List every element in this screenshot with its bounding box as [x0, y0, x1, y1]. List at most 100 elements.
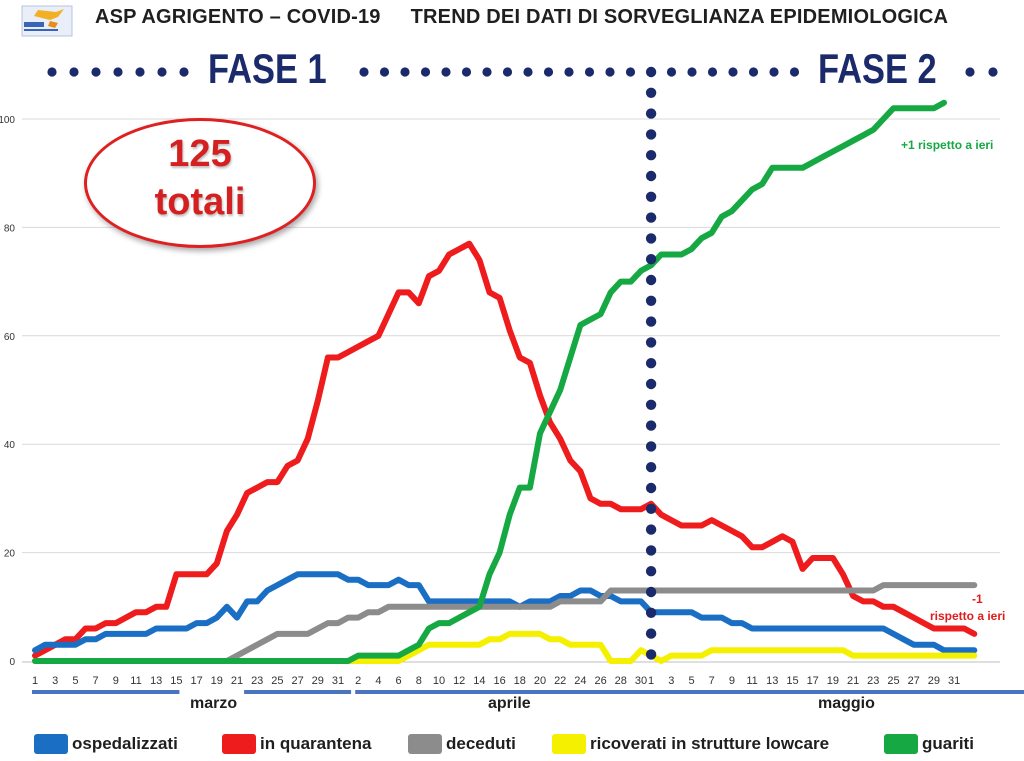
phase-dot: [179, 67, 189, 77]
x-tick-label: 6: [396, 675, 402, 687]
x-tick-label: 19: [211, 675, 223, 687]
phase-dot: [965, 67, 975, 77]
x-tick-label: 24: [574, 675, 586, 687]
totals-number: 125: [168, 133, 232, 175]
legend-label: guariti: [922, 734, 974, 753]
page-title: ASP AGRIGENTO – COVID-19 TREND DEI DATI D…: [95, 6, 1015, 29]
series-line-ospedalizzati: [32, 571, 978, 654]
phase-dot: [666, 67, 677, 77]
legend-label: in quarantena: [260, 734, 372, 753]
x-tick-label: 22: [554, 675, 566, 687]
asp-agrigento-logo: [21, 5, 73, 37]
series-line-in-quarantena: [32, 240, 978, 659]
phase-dot: [523, 67, 533, 77]
phase-divider-dot: [645, 649, 657, 660]
phase-divider-dot: [645, 66, 657, 78]
phase-divider-dot: [645, 607, 657, 618]
phase-divider-dot: [645, 316, 657, 327]
phase-dot: [47, 67, 57, 77]
x-tick-label: 10: [433, 675, 445, 687]
phase-dot: [441, 67, 451, 77]
phase-dot: [625, 67, 636, 77]
x-tick-label: 26: [594, 675, 606, 687]
x-tick-label: 3: [668, 675, 674, 687]
phase-divider-dot: [645, 524, 657, 535]
x-tick-label: 13: [766, 675, 778, 687]
phase-dot: [113, 67, 123, 77]
series-line-guariti: [32, 99, 947, 664]
y-tick-label: 60: [4, 332, 16, 343]
phase-dot: [420, 67, 431, 77]
legend-swatch: [552, 734, 586, 754]
x-tick-label: 31: [332, 675, 344, 687]
x-tick-label: 23: [867, 675, 879, 687]
totals-word: totali: [154, 181, 246, 223]
x-tick-label: 5: [72, 675, 78, 687]
x-tick-label: 20: [534, 675, 546, 687]
legend-swatch: [884, 734, 918, 754]
x-tick-label: 11: [746, 675, 757, 687]
x-tick-label: 25: [271, 675, 283, 687]
phase-divider-dot: [645, 586, 657, 598]
x-tick-label: 25: [887, 675, 899, 687]
x-tick-label: 17: [807, 675, 819, 687]
x-tick-label: 27: [291, 675, 303, 687]
x-tick-label: 23: [251, 675, 263, 687]
y-tick-label: 0: [9, 657, 15, 668]
x-tick-label: 14: [473, 675, 485, 687]
phase-dot: [91, 67, 101, 77]
month-label-maggio: maggio: [818, 695, 875, 712]
x-tick-label: 11: [130, 675, 141, 687]
x-tick-label: 16: [493, 675, 505, 687]
phase-divider-dot: [645, 254, 657, 265]
legend-label: deceduti: [446, 734, 516, 753]
phase-2-label: FASE 2: [818, 45, 937, 92]
phase-dot: [379, 67, 390, 77]
phase-divider-dot: [645, 233, 657, 244]
x-tick-label: 8: [416, 675, 422, 687]
phase-dot: [69, 67, 79, 77]
x-tick-label: 12: [453, 675, 465, 687]
phase-divider-dot: [645, 503, 657, 514]
phase-dot: [359, 67, 369, 77]
month-label-marzo: marzo: [190, 695, 238, 712]
phase-divider-dot: [645, 462, 657, 473]
phase-dot: [502, 67, 513, 77]
phase-divider-dot: [645, 108, 657, 119]
phase-dot: [707, 67, 718, 77]
phase-divider-dot: [645, 150, 657, 161]
guariti-change-note: +1 rispetto a ieri: [901, 138, 994, 152]
series-line-ricoverati-in-strutture-lowcare: [32, 630, 978, 664]
phase-dot: [461, 67, 472, 77]
y-tick-label: 20: [4, 549, 16, 560]
phase-divider-dot: [645, 170, 657, 182]
y-tick-label: 100: [0, 115, 15, 126]
phase-dot: [687, 67, 697, 77]
phase-divider-dot: [645, 191, 657, 202]
x-tick-label: 29: [928, 675, 940, 687]
x-tick-label: 27: [908, 675, 920, 687]
x-tick-label: 28: [615, 675, 627, 687]
phase-dot: [400, 67, 410, 77]
x-tick-label: 3: [52, 675, 58, 687]
phase-dot: [789, 67, 800, 77]
phase-dot: [748, 67, 759, 77]
phase-dot: [605, 67, 615, 77]
phase-1-label: FASE 1: [208, 45, 327, 92]
phase-divider-dot: [645, 628, 657, 639]
phase-dot: [728, 67, 738, 77]
phase-dot: [543, 67, 554, 77]
y-tick-label: 80: [4, 223, 16, 234]
x-tick-label: 1: [648, 675, 654, 687]
x-tick-label: 7: [93, 675, 99, 687]
phase-divider-dot: [645, 420, 657, 431]
title-right: TREND DEI DATI DI SORVEGLIANZA EPIDEMIOL…: [410, 6, 949, 28]
month-label-aprile: aprile: [488, 695, 531, 712]
phase-dot: [157, 67, 167, 77]
month-axis-bar: [32, 690, 180, 694]
phase-divider-dot: [645, 482, 657, 494]
chart-legend: ospedalizzati in quarantena deceduti ric…: [0, 733, 1024, 757]
phase-divider-dot: [645, 295, 657, 306]
